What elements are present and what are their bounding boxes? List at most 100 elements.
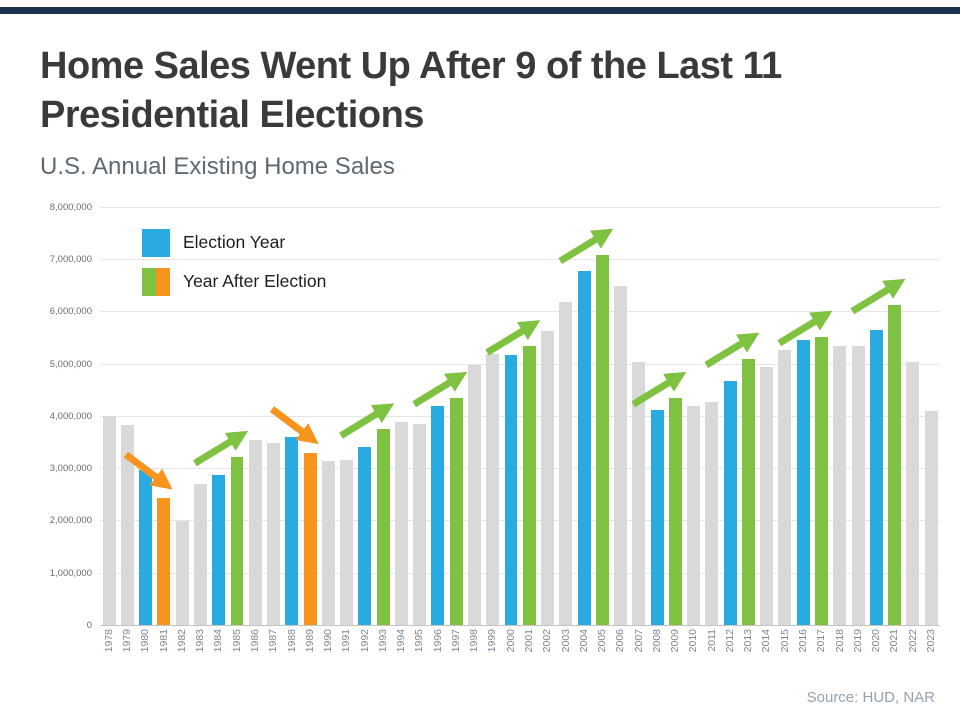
bars-container bbox=[100, 207, 940, 625]
bar-slot bbox=[593, 207, 611, 625]
x-axis-label: 1985 bbox=[230, 628, 243, 653]
bar-2007 bbox=[632, 361, 646, 625]
x-axis-label: 2009 bbox=[669, 628, 682, 653]
bar-slot bbox=[776, 207, 794, 625]
x-axis-label-slot: 2004 bbox=[575, 629, 593, 681]
x-axis-label-slot: 1992 bbox=[356, 629, 374, 681]
bar-slot bbox=[867, 207, 885, 625]
bar-2022 bbox=[906, 361, 920, 625]
x-axis-label: 2007 bbox=[632, 628, 645, 653]
bar-1986 bbox=[248, 440, 262, 625]
bar-2015 bbox=[778, 350, 792, 625]
x-axis-label-slot: 2012 bbox=[721, 629, 739, 681]
x-axis-label-slot: 1994 bbox=[392, 629, 410, 681]
bar-slot bbox=[246, 207, 264, 625]
bar-slot bbox=[465, 207, 483, 625]
x-axis-label: 2017 bbox=[815, 628, 828, 653]
x-axis-label-slot: 1984 bbox=[210, 629, 228, 681]
bar-1983 bbox=[193, 483, 207, 625]
bar-slot bbox=[100, 207, 118, 625]
bar-1996 bbox=[431, 406, 445, 625]
x-axis-label-slot: 1981 bbox=[155, 629, 173, 681]
x-axis-line: 0 bbox=[87, 620, 940, 631]
x-axis-label: 2005 bbox=[596, 628, 609, 653]
bar-2021 bbox=[888, 305, 902, 625]
x-axis-label-slot: 2002 bbox=[538, 629, 556, 681]
x-axis-label: 1994 bbox=[395, 628, 408, 653]
x-axis-label: 1992 bbox=[358, 628, 371, 653]
y-axis-label: 6,000,000 bbox=[49, 306, 92, 318]
x-axis-label: 1984 bbox=[212, 628, 225, 653]
x-axis-label-slot: 1979 bbox=[118, 629, 136, 681]
x-axis-label: 1991 bbox=[340, 628, 353, 653]
bar-slot bbox=[356, 207, 374, 625]
gridline: 7,000,000 bbox=[50, 254, 940, 265]
bar-1992 bbox=[358, 447, 372, 625]
gridline: 3,000,000 bbox=[50, 463, 940, 474]
top-accent-bar bbox=[0, 7, 960, 14]
bar-slot bbox=[137, 207, 155, 625]
bar-2008 bbox=[650, 410, 664, 625]
x-axis-label: 1989 bbox=[303, 628, 316, 653]
x-axis-label: 2008 bbox=[650, 628, 663, 653]
bar-1990 bbox=[321, 460, 335, 625]
x-axis-label-slot: 2003 bbox=[557, 629, 575, 681]
bar-2018 bbox=[833, 345, 847, 625]
bar-slot bbox=[374, 207, 392, 625]
legend-item-election-year: Election Year bbox=[142, 228, 326, 257]
election-year-swatch bbox=[142, 228, 170, 257]
bar-slot bbox=[538, 207, 556, 625]
bar-2012 bbox=[723, 381, 737, 625]
x-axis-label-slot: 1999 bbox=[484, 629, 502, 681]
x-axis-label: 1986 bbox=[249, 628, 261, 653]
bar-1995 bbox=[413, 423, 427, 625]
bar-1984 bbox=[212, 474, 226, 625]
gridline: 2,000,000 bbox=[50, 515, 940, 526]
y-axis-label: 0 bbox=[86, 619, 92, 631]
x-axis-label: 1995 bbox=[413, 628, 426, 653]
bar-1991 bbox=[340, 460, 354, 625]
bar-1988 bbox=[285, 437, 299, 625]
chart-subtitle: U.S. Annual Existing Home Sales bbox=[40, 152, 395, 180]
bar-1994 bbox=[394, 422, 408, 625]
x-axis-label: 2004 bbox=[577, 628, 590, 653]
gridline: 6,000,000 bbox=[50, 306, 940, 317]
x-axis-label: 2018 bbox=[833, 628, 846, 653]
bar-slot bbox=[885, 207, 903, 625]
gridline: 8,000,000 bbox=[50, 202, 940, 213]
x-axis-label-slot: 2021 bbox=[885, 629, 903, 681]
x-axis-label: 1982 bbox=[175, 628, 188, 653]
bar-slot bbox=[502, 207, 520, 625]
x-axis-label-slot: 2017 bbox=[812, 629, 830, 681]
x-axis-label-slot: 1989 bbox=[301, 629, 319, 681]
bar-1997 bbox=[449, 398, 463, 625]
x-axis-label-slot: 1985 bbox=[228, 629, 246, 681]
bar-slot bbox=[758, 207, 776, 625]
bar-2010 bbox=[687, 405, 701, 625]
bar-2005 bbox=[595, 254, 609, 625]
bar-2013 bbox=[741, 358, 755, 625]
bar-2003 bbox=[559, 301, 573, 625]
bar-2011 bbox=[705, 402, 719, 625]
bar-1993 bbox=[376, 429, 390, 625]
bar-2009 bbox=[668, 398, 682, 625]
x-axis-label: 1987 bbox=[267, 628, 280, 653]
x-axis-label: 1988 bbox=[285, 628, 298, 653]
bar-2014 bbox=[760, 366, 774, 625]
x-axis-label: 2012 bbox=[723, 628, 736, 653]
bar-slot bbox=[411, 207, 429, 625]
bar-2004 bbox=[577, 270, 591, 625]
bar-slot bbox=[283, 207, 301, 625]
x-axis-label-slot: 2019 bbox=[849, 629, 867, 681]
bar-slot bbox=[210, 207, 228, 625]
bar-2000 bbox=[504, 355, 518, 625]
x-axis-label-slot: 2006 bbox=[611, 629, 629, 681]
bar-slot bbox=[575, 207, 593, 625]
bar-slot bbox=[337, 207, 355, 625]
x-axis-label-slot: 1995 bbox=[411, 629, 429, 681]
bar-1978 bbox=[102, 416, 116, 625]
x-axis-label: 2023 bbox=[924, 628, 937, 653]
bar-2016 bbox=[796, 340, 810, 625]
bar-1979 bbox=[120, 424, 134, 625]
bar-slot bbox=[484, 207, 502, 625]
